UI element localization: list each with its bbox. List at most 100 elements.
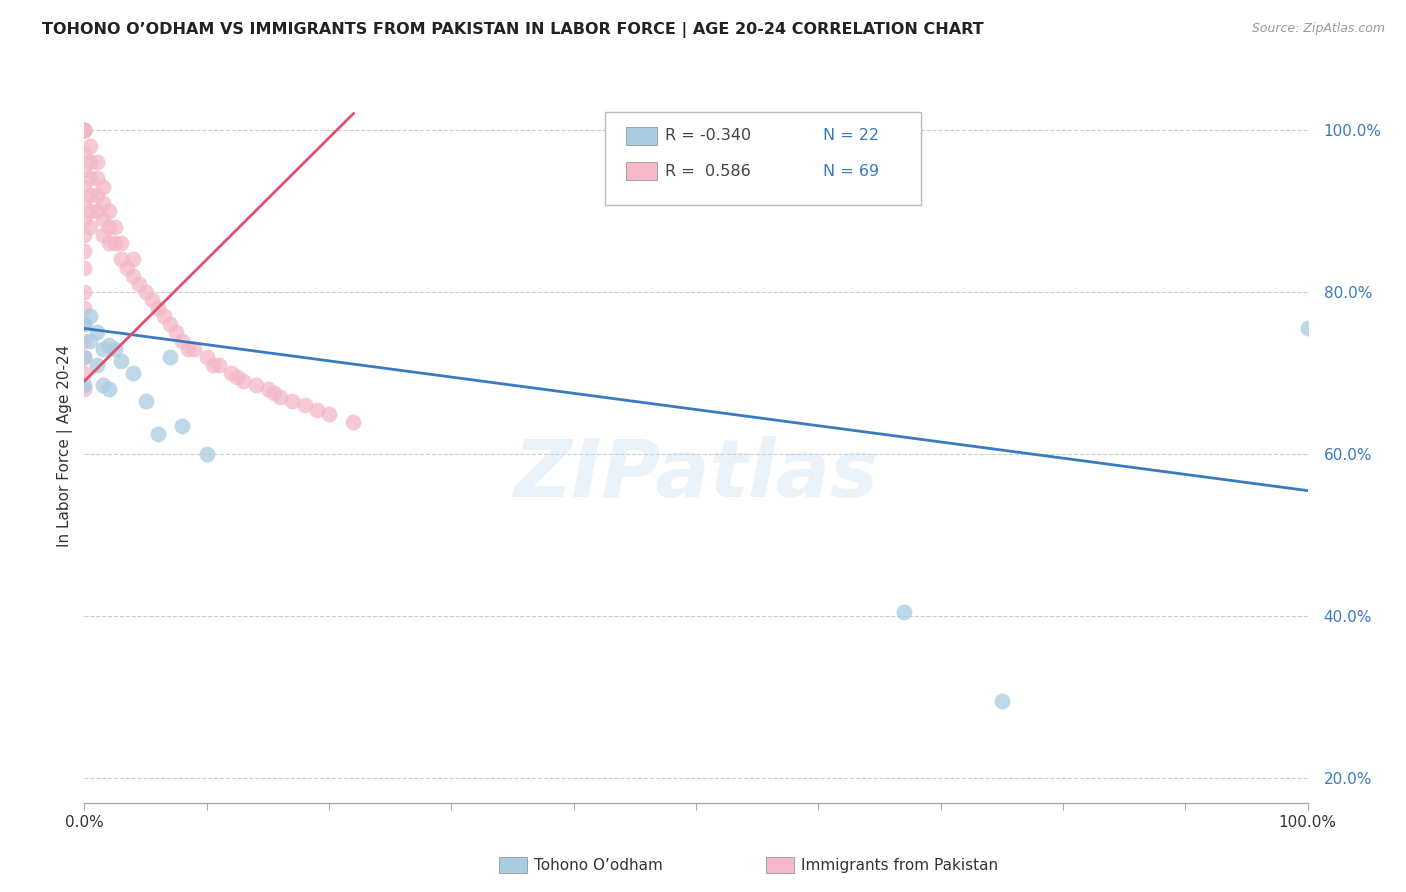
- Point: [91, 211, 114, 226]
- Point: [269, 390, 291, 404]
- Point: [86, 171, 108, 186]
- Point: [86, 358, 108, 372]
- Point: [79, 155, 101, 169]
- Point: [86, 155, 108, 169]
- Text: Source: ZipAtlas.com: Source: ZipAtlas.com: [1251, 22, 1385, 36]
- Point: [318, 407, 340, 421]
- Point: [110, 252, 132, 267]
- Point: [1296, 321, 1319, 335]
- Point: [73, 122, 96, 136]
- Point: [73, 334, 96, 348]
- Text: Tohono O’odham: Tohono O’odham: [534, 858, 664, 872]
- Point: [97, 220, 120, 235]
- Point: [110, 236, 132, 251]
- Point: [232, 374, 254, 388]
- Point: [97, 382, 120, 396]
- Point: [73, 285, 96, 299]
- Point: [281, 394, 304, 409]
- Point: [893, 605, 915, 619]
- Point: [73, 350, 96, 364]
- Point: [73, 122, 96, 136]
- Point: [146, 301, 169, 315]
- Point: [195, 447, 218, 461]
- Point: [195, 350, 218, 364]
- Point: [79, 187, 101, 202]
- Point: [226, 370, 249, 384]
- Point: [122, 268, 145, 283]
- Point: [153, 310, 176, 324]
- Point: [79, 220, 101, 235]
- Text: N = 69: N = 69: [823, 164, 879, 178]
- Point: [79, 139, 101, 153]
- Point: [165, 326, 187, 340]
- Point: [104, 342, 127, 356]
- Point: [73, 301, 96, 315]
- Text: R = -0.340: R = -0.340: [665, 128, 751, 143]
- Point: [257, 382, 280, 396]
- Point: [294, 399, 316, 413]
- Point: [159, 350, 181, 364]
- Point: [245, 378, 267, 392]
- Point: [73, 382, 96, 396]
- Point: [97, 203, 120, 218]
- Point: [79, 334, 101, 348]
- Point: [91, 342, 114, 356]
- Point: [73, 195, 96, 210]
- Point: [73, 211, 96, 226]
- Point: [208, 358, 231, 372]
- Point: [73, 179, 96, 194]
- Point: [177, 342, 200, 356]
- Point: [104, 236, 127, 251]
- Point: [135, 394, 157, 409]
- Point: [73, 318, 96, 332]
- Point: [79, 310, 101, 324]
- Point: [73, 122, 96, 136]
- Point: [110, 354, 132, 368]
- Point: [159, 318, 181, 332]
- Point: [122, 366, 145, 380]
- Point: [97, 337, 120, 351]
- Point: [91, 195, 114, 210]
- Point: [91, 228, 114, 243]
- Point: [73, 122, 96, 136]
- Point: [115, 260, 138, 275]
- Point: [183, 342, 205, 356]
- Point: [86, 326, 108, 340]
- Point: [73, 122, 96, 136]
- Point: [128, 277, 150, 291]
- Point: [73, 378, 96, 392]
- Y-axis label: In Labor Force | Age 20-24: In Labor Force | Age 20-24: [58, 345, 73, 547]
- Point: [73, 244, 96, 259]
- Point: [305, 402, 328, 417]
- Text: ZIPatlas: ZIPatlas: [513, 435, 879, 514]
- Point: [73, 350, 96, 364]
- Point: [104, 220, 127, 235]
- Point: [172, 334, 194, 348]
- Point: [97, 236, 120, 251]
- Text: Immigrants from Pakistan: Immigrants from Pakistan: [801, 858, 998, 872]
- Point: [73, 228, 96, 243]
- Point: [201, 358, 224, 372]
- Text: R =  0.586: R = 0.586: [665, 164, 751, 178]
- Point: [73, 147, 96, 161]
- Point: [990, 694, 1012, 708]
- Point: [73, 163, 96, 178]
- Point: [73, 318, 96, 332]
- Text: TOHONO O’ODHAM VS IMMIGRANTS FROM PAKISTAN IN LABOR FORCE | AGE 20-24 CORRELATIO: TOHONO O’ODHAM VS IMMIGRANTS FROM PAKIST…: [42, 22, 984, 38]
- Point: [86, 203, 108, 218]
- Text: N = 22: N = 22: [823, 128, 879, 143]
- Point: [135, 285, 157, 299]
- Point: [91, 179, 114, 194]
- Point: [91, 378, 114, 392]
- Point: [79, 203, 101, 218]
- Point: [146, 426, 169, 441]
- Point: [73, 366, 96, 380]
- Point: [79, 171, 101, 186]
- Point: [141, 293, 163, 307]
- Point: [73, 260, 96, 275]
- Point: [172, 418, 194, 433]
- Point: [219, 366, 242, 380]
- Point: [122, 252, 145, 267]
- Point: [86, 187, 108, 202]
- Point: [263, 386, 285, 401]
